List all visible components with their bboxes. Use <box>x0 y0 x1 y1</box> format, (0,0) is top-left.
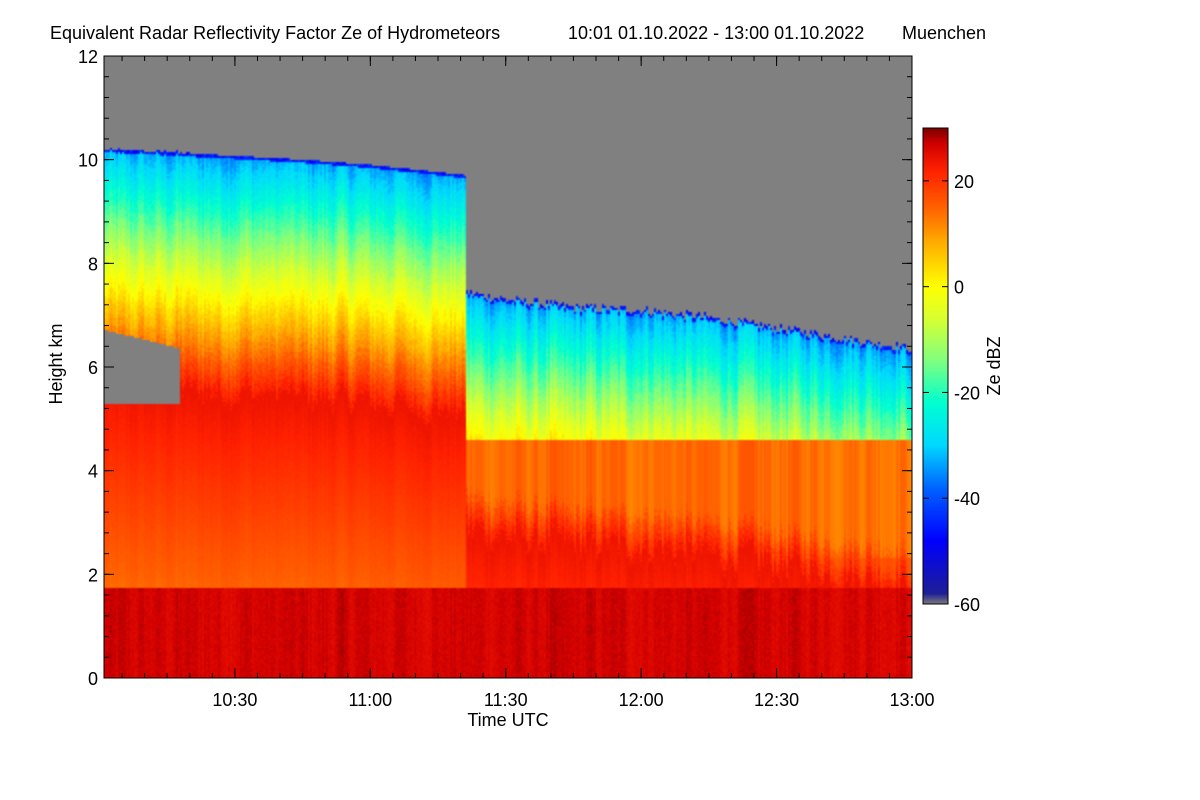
colorbar-tick-label-4: -60 <box>954 595 980 615</box>
reflectivity-heatmap <box>104 56 912 678</box>
y-axis: 0 2 4 6 8 10 12 <box>78 47 912 689</box>
colorbar-tick-label-2: -20 <box>954 383 980 403</box>
x-tick-label-2: 11:30 <box>484 690 528 710</box>
colorbar-tick-label-3: -40 <box>954 489 980 509</box>
x-tick-label-0: 10:30 <box>212 690 257 710</box>
x-tick-label-4: 12:30 <box>754 690 799 710</box>
y-tick-label-4: 8 <box>88 254 98 274</box>
y-tick-label-5: 10 <box>78 151 98 171</box>
colorbar-tick-label-0: 20 <box>954 172 974 192</box>
colorbar-label: Ze dBZ <box>984 336 1004 395</box>
heatmap-plot-area <box>104 56 912 678</box>
chart-time-range: 10:01 01.10.2022 - 13:00 01.10.2022 <box>568 23 864 43</box>
colorbar: 20 0 -20 -40 -60 Ze dBZ <box>922 127 1004 615</box>
x-tick-label-1: 11:00 <box>348 690 392 710</box>
y-tick-label-6: 12 <box>78 47 98 67</box>
x-axis-label: Time UTC <box>467 710 548 730</box>
x-axis: 10:30 11:00 11:30 12:00 12:30 13:00 <box>121 56 935 710</box>
y-tick-label-3: 6 <box>88 358 98 378</box>
chart-location: Muenchen <box>902 23 986 43</box>
y-axis-label: Height km <box>46 323 66 404</box>
chart-title: Equivalent Radar Reflectivity Factor Ze … <box>50 23 500 43</box>
x-tick-label-3: 12:00 <box>619 690 664 710</box>
colorbar-tick-label-1: 0 <box>954 278 964 298</box>
y-tick-label-0: 0 <box>88 669 98 689</box>
y-tick-label-1: 2 <box>88 565 98 585</box>
colorbar-scale <box>922 127 949 605</box>
x-tick-label-5: 13:00 <box>889 690 934 710</box>
colorbar-ticks: 20 0 -20 -40 -60 <box>923 172 980 615</box>
y-tick-label-2: 4 <box>88 462 98 482</box>
